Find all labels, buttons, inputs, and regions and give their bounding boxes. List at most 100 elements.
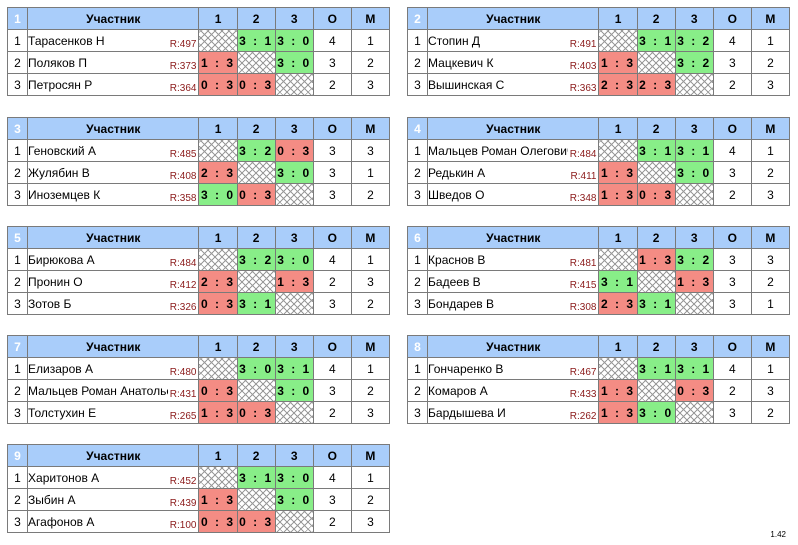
self-match-cell (274, 183, 314, 206)
place-header: М (750, 7, 791, 30)
player-rating: R:452 (168, 476, 197, 487)
match-score: 3 : 0 (274, 161, 314, 184)
match-score: 3 : 0 (274, 379, 314, 402)
player-position: 2 (6, 51, 29, 74)
player-points: 4 (312, 248, 352, 271)
player-cell: Бардышева И R:262 (427, 401, 600, 424)
player-cell: Редькин А R:411 (427, 161, 600, 184)
participant-header: Участник (27, 444, 200, 467)
player-points: 2 (712, 73, 752, 96)
player-points: 2 (312, 73, 352, 96)
player-place: 2 (350, 51, 391, 74)
group-header-row: 4 Участник 1 2 3 О М (406, 117, 791, 140)
opponent-col-header: 2 (236, 444, 276, 467)
match-score: 1 : 3 (598, 379, 638, 402)
match-score: 0 : 3 (198, 292, 238, 315)
player-position: 2 (6, 270, 29, 293)
player-points: 2 (312, 270, 352, 293)
player-cell: Бадеев В R:415 (427, 270, 600, 293)
self-match-cell (598, 248, 638, 271)
player-place: 2 (750, 401, 791, 424)
self-match-cell (674, 183, 714, 206)
match-score: 3 : 1 (636, 292, 676, 315)
match-score: 3 : 2 (674, 248, 714, 271)
match-score: 3 : 0 (674, 161, 714, 184)
match-score: 1 : 3 (274, 270, 314, 293)
points-header: О (712, 226, 752, 249)
match-score: 3 : 1 (274, 357, 314, 380)
player-cell: Зыбин А R:439 (27, 488, 200, 511)
player-name: Петросян Р (28, 77, 93, 92)
self-match-cell (274, 73, 314, 96)
opponent-col-header: 1 (198, 226, 238, 249)
match-score: 3 : 1 (598, 270, 638, 293)
player-name: Мальцев Роман Анатольевич (28, 383, 168, 398)
opponent-col-header: 3 (274, 117, 314, 140)
opponent-col-header: 1 (198, 335, 238, 358)
group-number: 1 (6, 7, 29, 30)
opponent-col-header: 1 (198, 444, 238, 467)
player-position: 3 (6, 401, 29, 424)
place-header: М (750, 226, 791, 249)
self-match-cell (598, 29, 638, 52)
player-points: 3 (312, 183, 352, 206)
player-cell: Мальцев Роман АнатольевичR:431 (27, 379, 200, 402)
player-rating: R:481 (568, 258, 597, 269)
player-place: 3 (350, 270, 391, 293)
self-match-cell (274, 292, 314, 315)
opponent-col-header: 2 (636, 335, 676, 358)
place-header: М (350, 7, 391, 30)
player-place: 2 (350, 379, 391, 402)
opponent-col-header: 3 (674, 7, 714, 30)
match-score: 3 : 1 (674, 139, 714, 162)
opponent-col-header: 3 (274, 335, 314, 358)
self-match-cell (636, 270, 676, 293)
place-header: М (750, 117, 791, 140)
participant-header: Участник (27, 117, 200, 140)
self-match-cell (274, 401, 314, 424)
match-score: 3 : 2 (674, 51, 714, 74)
opponent-col-header: 3 (674, 117, 714, 140)
self-match-cell (674, 401, 714, 424)
match-score: 0 : 3 (198, 510, 238, 533)
player-position: 2 (406, 161, 429, 184)
match-score: 3 : 2 (674, 29, 714, 52)
group-header-row: 8 Участник 1 2 3 О М (406, 335, 791, 358)
player-cell: Комаров А R:433 (427, 379, 600, 402)
player-rating: R:373 (168, 61, 197, 72)
player-cell: Зотов Б R:326 (27, 292, 200, 315)
player-points: 4 (712, 357, 752, 380)
opponent-col-header: 3 (274, 7, 314, 30)
player-rating: R:497 (168, 39, 197, 50)
match-score: 2 : 3 (198, 270, 238, 293)
player-place: 3 (750, 183, 791, 206)
player-name: Жулябин В (28, 165, 90, 180)
player-place: 3 (750, 248, 791, 271)
match-score: 3 : 1 (236, 292, 276, 315)
self-match-cell (236, 488, 276, 511)
player-name: Тарасенков Н (28, 33, 105, 48)
player-rating: R:363 (568, 83, 597, 94)
player-place: 3 (750, 73, 791, 96)
group-header-row: 7 Участник 1 2 3 О М (6, 335, 391, 358)
player-name: Стопин Д (428, 33, 481, 48)
match-score: 3 : 1 (236, 29, 276, 52)
version-label: 1.42 (770, 530, 786, 539)
player-cell: Харитонов А R:452 (27, 466, 200, 489)
match-score: 1 : 3 (598, 161, 638, 184)
match-score: 1 : 3 (674, 270, 714, 293)
player-position: 2 (406, 379, 429, 402)
player-place: 2 (350, 292, 391, 315)
